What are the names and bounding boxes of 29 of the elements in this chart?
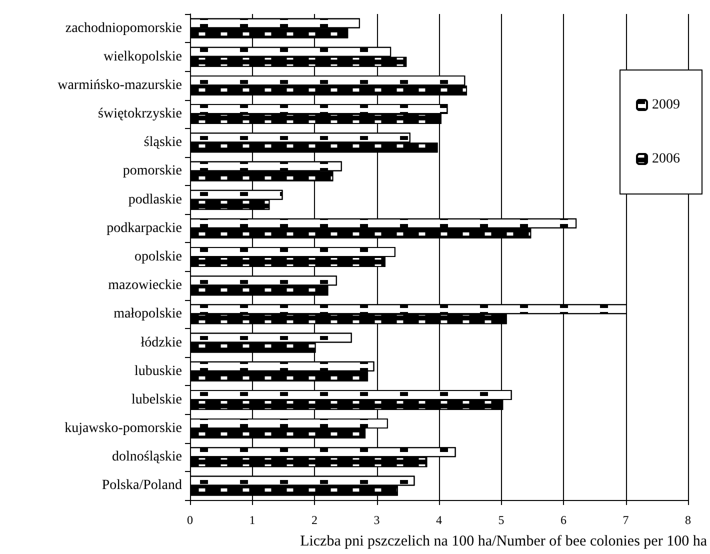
y-tick-label: zachodniopomorskie	[65, 20, 182, 36]
y-tick-label: mazowieckie	[108, 278, 182, 294]
y-tick-label: łódzkie	[140, 335, 182, 350]
x-axis-title: Liczba pni pszczelich na 100 ha/Number of bee colonies per 100 ha	[300, 534, 708, 550]
y-tick-label: wielkopolskie	[103, 49, 182, 64]
y-tick-label: świętokrzyskie	[98, 106, 182, 122]
y-tick-label: dolnośląskie	[112, 450, 182, 465]
x-tick-label: 6	[560, 513, 566, 527]
y-tick-label: śląskie	[144, 135, 182, 150]
x-tick-label: 5	[498, 513, 504, 527]
y-tick-label: podkarpackie	[106, 220, 182, 236]
x-tick-label: 1	[249, 513, 256, 527]
y-tick-label: małopolskie	[114, 306, 182, 322]
y-tick-label: lubelskie	[131, 392, 182, 408]
x-tick-label: 4	[436, 513, 442, 527]
legend-label: 2006	[652, 152, 680, 166]
y-tick-label: podlaskie	[128, 192, 182, 208]
x-tick-label: 7	[622, 513, 629, 527]
x-tick-label: 2	[312, 513, 318, 527]
x-tick-label: 8	[685, 513, 691, 527]
legend-label: 2009	[652, 98, 680, 112]
y-tick-label: kujawsko-pomorskie	[64, 421, 182, 436]
x-tick-label: 0	[187, 513, 193, 527]
y-tick-label: Polska/Poland	[102, 478, 182, 494]
y-tick-label: warmińsko-mazurskie	[58, 78, 182, 93]
x-tick-label: 3	[374, 513, 380, 527]
y-tick-label: lubuskie	[134, 364, 182, 379]
y-tick-label: opolskie	[134, 250, 182, 264]
y-tick-label: pomorskie	[122, 164, 182, 179]
